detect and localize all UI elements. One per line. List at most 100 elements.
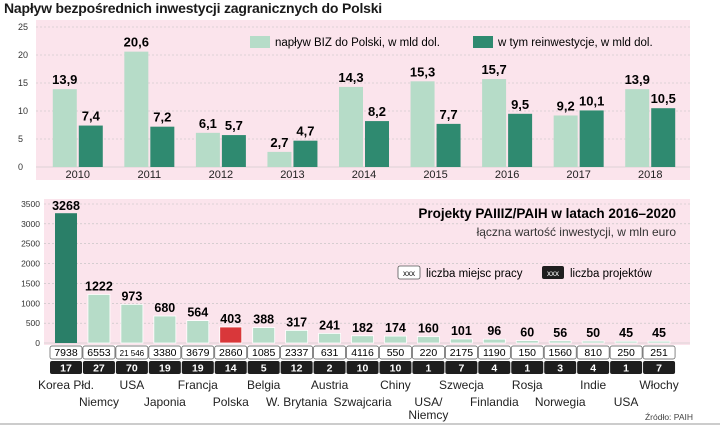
chart2-jobs-box: [412, 345, 445, 360]
chart2-value-label: 160: [418, 322, 439, 336]
chart2-xtick-label: Chiny: [380, 378, 411, 392]
chart2-value-label: 3268: [52, 199, 80, 213]
chart2-value-label: 241: [319, 318, 340, 332]
chart1-value-label: 7,2: [153, 110, 171, 125]
chart2-jobs-label: 2860: [219, 347, 243, 359]
chart1-xtick-label: 2017: [566, 169, 590, 181]
chart1-xtick-label: 2013: [280, 169, 304, 181]
chart2-bar: [285, 330, 309, 344]
chart2-jobs-box: [642, 345, 676, 360]
chart2-ytick-label: 2500: [21, 239, 40, 249]
chart1-value-label: 14,3: [338, 70, 363, 85]
chart2-xtick-label: Belgia: [247, 378, 281, 392]
chart2-jobs-label: 220: [420, 347, 438, 359]
chart1-xtick-label: 2015: [423, 169, 447, 181]
chart2-jobs-box: [576, 345, 610, 360]
chart2-xtick-label: Niemcy: [79, 395, 119, 409]
chart2-projects-label: 7: [458, 363, 464, 375]
chart2-value-label: 182: [352, 321, 373, 335]
chart2-projects-label: 4: [491, 363, 497, 375]
chart2-bar: [417, 336, 440, 344]
chart2-xtick-label: Austria: [311, 378, 349, 392]
chart2-projects-label: 1: [524, 363, 530, 375]
chart2-xtick-label: USA: [614, 395, 639, 409]
chart2-title: Projekty PAIIIZ/PAIH w latach 2016–2020: [418, 206, 676, 221]
chart2-projects-box: [643, 361, 676, 374]
chart2-xtick-label: Indie: [580, 378, 606, 392]
chart2-projects-label: 2: [327, 363, 333, 375]
chart2-jobs-box: [445, 345, 478, 360]
chart1-value-label: 7,7: [440, 107, 458, 122]
chart2-bar: [55, 213, 77, 343]
chart1-bar-reinvest: [78, 125, 103, 167]
chart2-projects-label: 1: [425, 363, 431, 375]
chart2-jobs-label: 1560: [549, 347, 573, 359]
chart2-legend-jobs-box: [397, 265, 421, 280]
chart2-projects-box: [50, 361, 82, 374]
chart2-projects-label: 4: [590, 363, 596, 375]
chart1-value-label: 2,7: [270, 135, 288, 150]
chart2-projects-box: [379, 361, 412, 374]
chart1-ytick-label: 15: [18, 78, 28, 88]
chart2-value-label: 101: [451, 324, 472, 338]
chart1-value-label: 7,4: [82, 109, 101, 124]
chart2-projects-box: [82, 361, 115, 374]
chart2-projects-box: [313, 361, 346, 374]
chart1-bar-biz: [195, 132, 220, 167]
chart2-xtick-label: USA: [120, 378, 145, 392]
chart2-ytick-label: 3500: [21, 199, 40, 209]
chart1-ytick-label: 5: [18, 134, 23, 144]
chart2-projects-box: [247, 361, 280, 374]
chart2-projects-label: 14: [225, 363, 237, 375]
chart2-xtick-label: Szwecja: [439, 378, 484, 392]
chart2-projects-box: [280, 361, 313, 374]
chart2-projects-box: [148, 361, 181, 374]
chart2-bar: [186, 320, 210, 344]
chart2-jobs-label: 250: [617, 347, 635, 359]
chart2-value-label: 96: [487, 324, 501, 338]
chart1-value-label: 9,2: [557, 98, 575, 113]
chart2-jobs-box: [379, 345, 412, 360]
chart2-jobs-box: [510, 345, 544, 360]
chart1-value-label: 9,5: [511, 97, 529, 112]
chart2-projects-box: [181, 361, 214, 374]
chart1-xtick-label: 2011: [138, 169, 162, 181]
chart2-xtick-label: Japonia: [144, 395, 186, 409]
chart2-jobs-label: 1085: [252, 347, 276, 359]
chart1-bar-reinvest: [508, 113, 533, 167]
chart1-bar-biz: [482, 79, 507, 167]
chart2-xtick-label: Niemcy: [408, 408, 448, 422]
chart2-value-label: 403: [220, 312, 241, 326]
chart2-ytick-label: 1500: [21, 278, 40, 288]
chart2-projects-box: [478, 361, 511, 374]
chart2-projects-label: 1: [623, 363, 629, 375]
chart1-ytick-label: 0: [18, 162, 23, 172]
chart1-ytick-label: 20: [18, 50, 28, 60]
page-title: Napływ bezpośrednich inwestycji zagranic…: [4, 0, 382, 16]
chart1-bar-reinvest: [651, 108, 676, 167]
chart2-projects-box: [511, 361, 544, 374]
chart1-value-label: 20,6: [124, 35, 149, 50]
chart2-legend-projects-box: [542, 266, 564, 279]
chart2-xtick-label: Francja: [178, 378, 218, 392]
chart2-legend-jobs-box-text: xxx: [403, 269, 415, 278]
chart2-projects-box: [214, 361, 247, 374]
chart2-projects-label: 19: [192, 363, 204, 375]
chart2-jobs-box: [82, 345, 116, 360]
chart2-jobs-box: [148, 345, 182, 360]
chart2-jobs-box: [477, 345, 511, 360]
chart1-bar-reinvest: [579, 110, 604, 167]
chart2-xtick-label: Szwajcaria: [334, 395, 392, 409]
chart1-xtick-label: 2014: [352, 169, 376, 181]
chart2-value-label: 680: [154, 301, 175, 315]
chart1-value-label: 10,5: [651, 91, 676, 106]
chart2-projects-box: [445, 361, 478, 374]
chart1-bar-reinvest: [150, 126, 175, 167]
chart2-jobs-label: 150: [518, 347, 536, 359]
chart1-bar-biz: [625, 89, 650, 167]
chart2-bar: [252, 327, 276, 344]
chart2-value-label: 973: [121, 289, 142, 303]
chart2-projects-box: [412, 361, 445, 374]
chart1-bar-biz: [52, 89, 77, 167]
chart2-jobs-box: [181, 345, 215, 360]
